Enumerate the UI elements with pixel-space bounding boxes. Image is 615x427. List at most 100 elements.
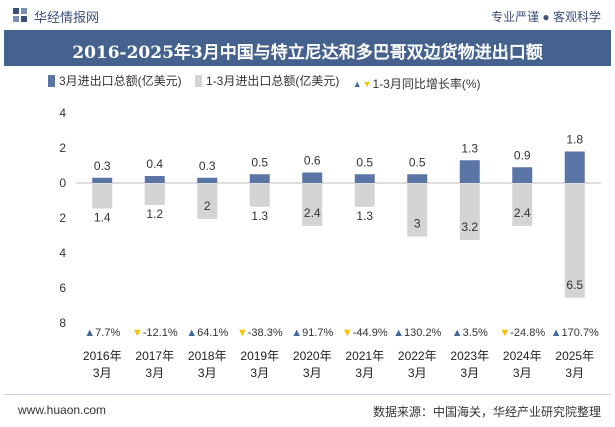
growth-value: 170.7% (562, 327, 600, 339)
growth-value: -12.1% (143, 327, 178, 339)
growth-value: 7.7% (95, 327, 120, 339)
top-bar: 华经情报网 专业严谨 ● 客观科学 (0, 0, 615, 30)
data-label-monthly: 0.5 (251, 155, 268, 169)
bar-cumulative (354, 184, 375, 207)
bar-monthly (512, 167, 533, 183)
growth-label: ▲91.7% (291, 327, 333, 339)
growth-up-triangle-icon: ▲ (186, 327, 197, 339)
title-bar: 2016-2025年3月中国与特立尼达和多巴哥双边货物进出口额 (4, 30, 611, 66)
x-category-label: 2024年 3月 (503, 349, 542, 380)
bar-monthly (249, 174, 270, 183)
legend-label-monthly: 3月进出口总额(亿美元) (59, 74, 182, 88)
data-label-cumulative: 2 (204, 199, 211, 213)
data-label-monthly: 0.5 (356, 155, 373, 169)
y-tick-label: 0 (59, 176, 66, 190)
growth-label: ▲3.5% (452, 327, 488, 339)
growth-value: -38.3% (248, 327, 283, 339)
legend-label-cumulative: 1-3月进出口总额(亿美元) (206, 74, 340, 88)
legend-swatch-monthly (48, 74, 55, 87)
growth-value: 130.2% (404, 327, 442, 339)
brand-name: 华经情报网 (34, 10, 100, 25)
slogan: 专业严谨 ● 客观科学 (491, 10, 601, 24)
data-label-cumulative: 3 (414, 217, 421, 231)
x-category-label: 2018年 3月 (188, 349, 227, 380)
data-label-monthly: 1.3 (461, 141, 478, 155)
x-category-label: 2017年 3月 (135, 349, 174, 380)
data-label-cumulative: 3.2 (461, 220, 478, 234)
legend-item-growth: ▲ ▼ 1-3月同比增长率(%) (353, 75, 481, 92)
bar-chart: 4 2 0 2 4 6 8 0.3 1.4 0.4 1.2 0.3 2 0.5 1.3 0.6 2.4 0.5 1… (59, 106, 601, 380)
growth-value: -24.8% (510, 327, 545, 339)
bar-cumulative (459, 184, 480, 240)
growth-up-triangle-icon: ▲ (84, 327, 95, 339)
growth-label: ▲170.7% (551, 327, 599, 339)
x-category-label: 2021年 3月 (345, 349, 384, 380)
data-label-monthly: 0.3 (199, 159, 216, 173)
bar-cumulative (249, 184, 270, 207)
bar-monthly (459, 160, 480, 183)
x-category-label: 2019年 3月 (240, 349, 279, 380)
x-category-label: 2025年 3月 (555, 349, 594, 380)
data-label-cumulative: 1.3 (251, 209, 268, 223)
data-label-cumulative: 1.4 (94, 211, 111, 225)
y-tick-label: 6 (59, 281, 66, 295)
y-tick-label: 4 (59, 246, 66, 260)
chart-title: 2016-2025年3月中国与特立尼达和多巴哥双边货物进出口额 (72, 43, 543, 63)
growth-label: ▼-12.1% (132, 327, 178, 339)
bar-monthly (302, 172, 323, 183)
x-category-label: 2020年 3月 (293, 349, 332, 380)
data-label-monthly: 0.4 (146, 157, 163, 171)
legend-swatch-cumulative (195, 74, 203, 87)
growth-label: ▲7.7% (84, 327, 120, 339)
bar-monthly (407, 174, 428, 183)
legend-down-triangle-icon: ▼ (362, 78, 372, 89)
data-labels: 0.3 1.4 0.4 1.2 0.3 2 0.5 1.3 0.6 2.4 0.5 1.3 0.5 3 1.… (94, 133, 584, 292)
data-label-cumulative: 2.4 (514, 206, 531, 220)
bar-cumulative (564, 184, 585, 298)
data-label-cumulative: 1.2 (146, 207, 163, 221)
growth-value: -44.9% (353, 327, 388, 339)
growth-up-triangle-icon: ▲ (551, 327, 562, 339)
data-label-cumulative: 2.4 (304, 206, 321, 220)
growth-value: 3.5% (463, 327, 488, 339)
y-tick-label: 2 (59, 211, 66, 225)
data-label-cumulative: 1.3 (356, 209, 373, 223)
bar-cumulative (407, 184, 428, 237)
growth-down-triangle-icon: ▼ (132, 327, 143, 339)
legend-up-triangle-icon: ▲ (352, 78, 362, 89)
data-label-monthly: 0.5 (409, 155, 426, 169)
footer-divider (4, 394, 611, 395)
bar-monthly (197, 177, 218, 183)
data-label-monthly: 0.6 (304, 154, 321, 168)
bar-monthly (144, 176, 165, 183)
bar-cumulative (512, 184, 533, 226)
footer: www.huaon.com 数据来源：中国海关，华经产业研究院整理 (0, 394, 615, 427)
growth-value: 91.7% (302, 327, 333, 339)
y-tick-label: 2 (59, 141, 66, 155)
growth-down-triangle-icon: ▼ (237, 327, 248, 339)
growth-label: ▼-24.8% (499, 327, 545, 339)
x-category-label: 2016年 3月 (83, 349, 122, 380)
huajing-logo-icon (13, 8, 27, 22)
y-tick-label: 4 (59, 106, 66, 120)
x-category-label: 2022年 3月 (398, 349, 437, 380)
legend-item-monthly: 3月进出口总额(亿美元) (48, 72, 182, 89)
data-label-monthly: 0.3 (94, 159, 111, 173)
bars (92, 151, 585, 298)
bar-cumulative (302, 184, 323, 226)
bar-cumulative (197, 184, 218, 219)
data-label-monthly: 0.9 (514, 148, 531, 162)
footer-url: www.huaon.com (18, 403, 107, 417)
growth-down-triangle-icon: ▼ (342, 327, 353, 339)
growth-up-triangle-icon: ▲ (291, 327, 302, 339)
bar-cumulative (92, 184, 113, 209)
bar-monthly (564, 151, 585, 183)
x-category-label: 2023年 3月 (450, 349, 489, 380)
data-source: 数据来源：中国海关，华经产业研究院整理 (372, 405, 601, 419)
bar-monthly (92, 177, 113, 183)
growth-label: ▼-44.9% (342, 327, 388, 339)
x-axis-labels: 2016年 3月 2017年 3月 2018年 3月 2019年 3月 2020年 3月 2021年… (83, 349, 594, 380)
bar-cumulative (144, 184, 165, 205)
growth-row: ▲7.7% ▼-12.1% ▲64.1% ▼-38.3% ▲91.7% ▼-44.9% ▲1… (84, 327, 599, 339)
growth-up-triangle-icon: ▲ (393, 327, 404, 339)
